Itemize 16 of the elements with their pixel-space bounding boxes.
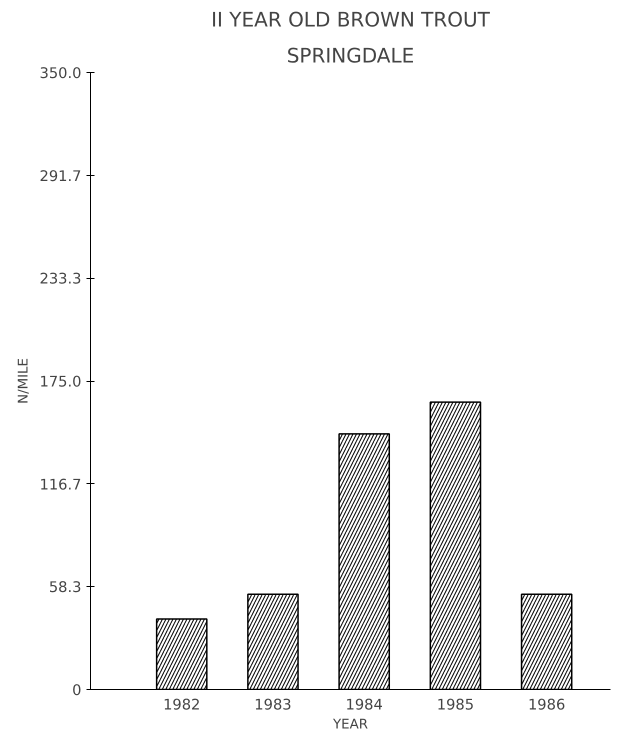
- x-tick-label: 1986: [528, 696, 566, 714]
- y-tick-label: 350.0: [40, 65, 82, 82]
- x-tick-label: 1984: [346, 696, 383, 714]
- y-tick-label: 291.7: [40, 168, 82, 185]
- chart-subtitle: SPRINGDALE: [286, 44, 414, 68]
- x-axis-title: YEAR: [332, 718, 368, 732]
- x-tick-label: 1982: [163, 696, 200, 714]
- y-axis-title: N/MILE: [16, 358, 32, 404]
- chart-title: II YEAR OLD BROWN TROUT: [211, 8, 491, 32]
- y-tick-label: 116.7: [40, 476, 82, 494]
- y-tick-label: 0: [72, 682, 82, 699]
- y-tick-label: 175.0: [40, 374, 82, 390]
- y-tick-label: 58.3: [48, 579, 82, 596]
- x-tick-label: 1983: [254, 696, 292, 714]
- x-tick-label: 1985: [436, 696, 474, 714]
- y-tick-label: 233.3: [40, 270, 82, 288]
